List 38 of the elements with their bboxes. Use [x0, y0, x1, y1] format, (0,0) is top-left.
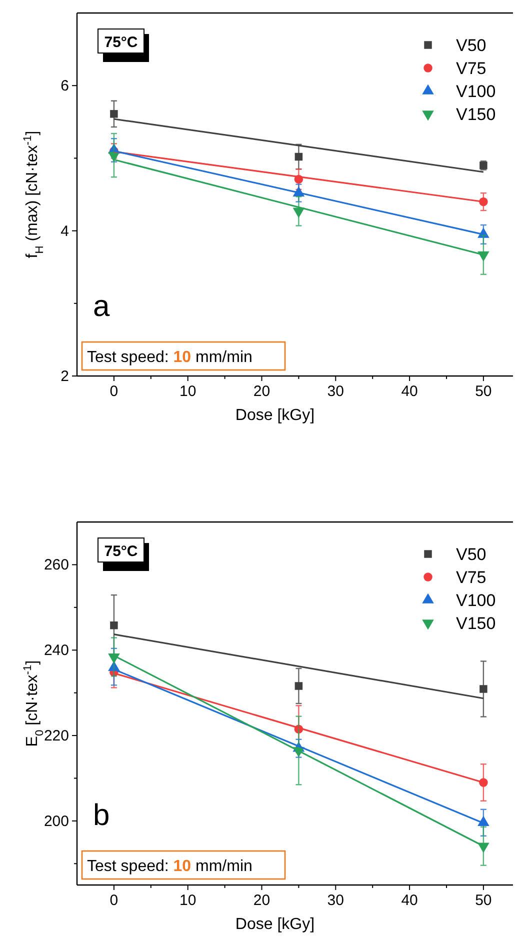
y-tick-label: 200 [44, 812, 69, 830]
y-tick-label: 4 [60, 222, 69, 240]
point [292, 208, 305, 218]
y-tick-label: 2 [60, 368, 69, 385]
x-tick-label: 0 [110, 383, 118, 400]
legend-label: V100 [456, 82, 496, 101]
x-tick-label: 10 [180, 383, 196, 400]
annotation: a [93, 290, 110, 323]
x-tick-label: 10 [180, 892, 196, 909]
legend-label: V150 [456, 105, 496, 124]
x-tick-label: 30 [327, 383, 344, 400]
x-tick-label: 40 [401, 383, 418, 400]
x-tick-label: 40 [401, 892, 418, 909]
legend-label: V75 [456, 568, 486, 587]
legend-label: V150 [456, 614, 496, 633]
y-tick-label: 6 [60, 78, 69, 95]
x-tick-label: 50 [475, 383, 492, 400]
x-axis-title: Dose [kGy] [235, 916, 315, 933]
legend-label: V75 [456, 59, 486, 78]
y-tick-label: 220 [44, 728, 69, 745]
y-tick-label: 240 [44, 642, 69, 660]
x-tick-label: 50 [475, 892, 492, 909]
annotation: Test speed: 10 mm/min [87, 349, 252, 366]
x-tick-label: 20 [253, 383, 270, 400]
x-tick-label: 0 [110, 892, 118, 909]
x-axis-title: Dose [kGy] [235, 407, 315, 424]
annotation: b [93, 799, 110, 832]
y-tick-label: 260 [44, 556, 69, 574]
x-tick-label: 30 [327, 892, 344, 909]
point [110, 110, 118, 118]
legend-label: V50 [456, 545, 486, 564]
x-tick-label: 20 [253, 892, 270, 909]
annotation: 75°C [104, 543, 138, 560]
annotation: Test speed: 10 mm/min [87, 858, 252, 875]
point [294, 152, 303, 161]
annotation: 75°C [104, 34, 138, 51]
legend-label: V100 [456, 591, 496, 610]
legend-label: V50 [456, 36, 486, 55]
